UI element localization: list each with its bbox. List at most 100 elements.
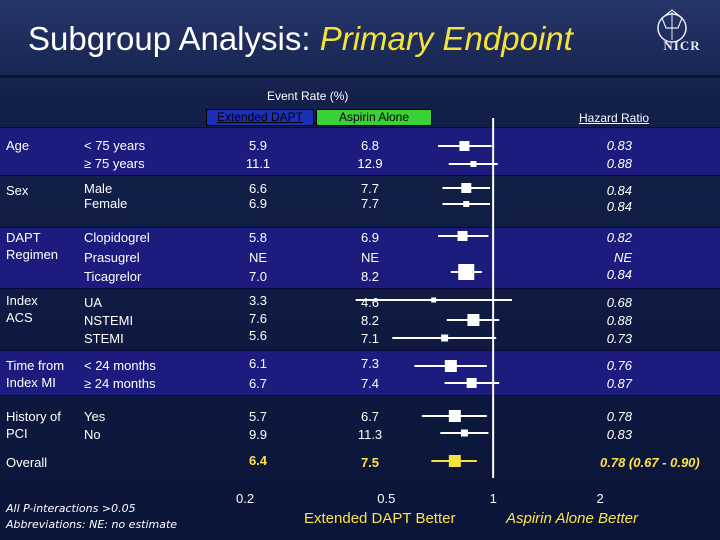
row-label: < 75 years: [84, 138, 146, 153]
hr-marker: [466, 378, 477, 388]
hr-marker: [470, 161, 477, 167]
hazard-ratio-value: 0.83: [606, 427, 632, 442]
hr-marker-overall: [448, 455, 461, 467]
row-label: Clopidogrel: [84, 230, 150, 245]
aspirin-rate: 12.9: [357, 156, 383, 171]
hazard-ratio-value: 0.84: [606, 183, 632, 198]
aspirin-rate: 7.1: [360, 331, 380, 346]
hazard-ratio-value: 0.68: [606, 295, 632, 310]
aspirin-rate: 11.3: [357, 427, 383, 442]
dapt-rate: 7.0: [248, 269, 268, 284]
row-label: Ticagrelor: [84, 269, 142, 284]
row-label: NSTEMI: [84, 313, 134, 328]
logo-text: NICR: [663, 38, 701, 53]
row-label: ≥ 75 years: [84, 156, 145, 171]
title-main: Subgroup Analysis:: [28, 20, 311, 57]
aspirin-rate: NE: [360, 250, 380, 265]
dapt-rate: 5.8: [248, 230, 268, 245]
dapt-rate: 5.6: [248, 328, 268, 343]
hr-marker: [431, 297, 437, 303]
dapt-rate: 6.6: [248, 181, 268, 196]
group-label-index-acs: Index ACS: [6, 293, 38, 325]
hr-marker: [459, 141, 470, 151]
group-band-age: [0, 127, 720, 176]
hazard-ratio-value: 0.76: [606, 358, 632, 373]
title-divider: [0, 75, 720, 78]
hazard-ratio-value: 0.88: [606, 313, 632, 328]
aspirin-rate-overall: 7.5: [360, 455, 380, 470]
hazard-ratio-value: 0.78: [606, 409, 632, 424]
dapt-rate-overall: 6.4: [248, 453, 268, 468]
hr-marker: [467, 314, 480, 326]
x-tick-label: 0.5: [377, 491, 396, 506]
aspirin-rate: 7.7: [360, 181, 380, 196]
hr-marker: [444, 360, 457, 372]
x-label-favors-extended-dapt: Extended DAPT Better: [304, 510, 456, 527]
group-band-dapt-regimen: [0, 227, 720, 289]
dapt-rate: 7.6: [248, 311, 268, 326]
legend-aspirin-alone: Aspirin Alone: [316, 109, 432, 126]
hazard-ratio-value: 0.84: [606, 199, 632, 214]
dapt-rate: 6.9: [248, 196, 268, 211]
hazard-ratio-value: 0.83: [606, 138, 632, 153]
hazard-ratio-value: 0.82: [606, 230, 632, 245]
row-label: < 24 months: [84, 358, 156, 373]
aspirin-rate: 8.2: [360, 269, 380, 284]
aspirin-rate: 6.7: [360, 409, 380, 424]
aspirin-rate: 7.7: [360, 196, 380, 211]
footnote: All P-interactions >0.05 Abbreviations: …: [6, 501, 177, 533]
aspirin-rate: 4.6: [360, 295, 380, 310]
dapt-rate: 11.1: [245, 156, 271, 171]
row-label: Yes: [84, 409, 106, 424]
slide-title: Subgroup Analysis: Primary Endpoint: [28, 20, 573, 58]
hazard-ratio-value: 0.88: [606, 156, 632, 171]
x-tick-label: 2: [596, 491, 604, 506]
x-tick-label: 0.2: [236, 491, 255, 506]
hr-marker: [441, 334, 449, 342]
dapt-rate: NE: [248, 250, 268, 265]
hazard-ratio-value: 0.73: [606, 331, 632, 346]
hazard-ratio-overall: 0.78 (0.67 - 0.90): [600, 455, 700, 470]
legend-extended-dapt: Extended DAPT: [206, 109, 314, 126]
hr-marker: [463, 201, 470, 207]
aspirin-rate: 7.3: [360, 356, 380, 371]
footnote-interactions: All P-interactions >0.05: [6, 502, 136, 515]
hazard-ratio-value: NE: [613, 250, 632, 265]
row-label: UA: [84, 295, 103, 310]
hr-marker: [460, 429, 468, 437]
group-label-sex: Sex: [6, 183, 29, 198]
aspirin-rate: 6.9: [360, 230, 380, 245]
x-label-favors-aspirin: Aspirin Alone Better: [506, 510, 639, 527]
row-label: Female: [84, 196, 128, 211]
group-label-history-of-pci: History of PCI: [6, 409, 61, 441]
logo-icon: [657, 9, 687, 43]
hazard-ratio-header: Hazard Ratio: [579, 111, 650, 125]
group-label-dapt-regimen: DAPT Regimen: [6, 230, 59, 262]
row-label: No: [84, 427, 101, 442]
dapt-rate: 5.7: [248, 409, 268, 424]
row-label: Male: [84, 181, 113, 196]
footnote-abbreviations: Abbreviations: NE: no estimate: [6, 518, 178, 531]
row-label: STEMI: [84, 331, 124, 346]
row-label: ≥ 24 months: [84, 376, 156, 391]
group-band-time-from-index-mi: [0, 350, 720, 396]
aspirin-rate: 8.2: [360, 313, 380, 328]
hazard-ratio-value: 0.84: [606, 267, 632, 282]
dapt-rate: 9.9: [248, 427, 268, 442]
x-tick-label: 1: [489, 491, 497, 506]
dapt-rate: 5.9: [248, 138, 268, 153]
hr-marker: [457, 231, 468, 241]
hazard-ratio-value: 0.87: [606, 376, 632, 391]
aspirin-rate: 7.4: [360, 376, 380, 391]
aspirin-rate: 6.8: [360, 138, 380, 153]
event-rate-header: Event Rate (%): [267, 89, 349, 103]
dapt-rate: 6.7: [248, 376, 268, 391]
title-highlight: Primary Endpoint: [319, 20, 573, 57]
group-label-overall: Overall: [6, 455, 48, 470]
dapt-rate: 6.1: [248, 356, 268, 371]
hr-marker: [461, 183, 472, 193]
row-label: Prasugrel: [84, 250, 140, 265]
group-label-age: Age: [6, 138, 30, 153]
hr-marker: [448, 410, 461, 422]
